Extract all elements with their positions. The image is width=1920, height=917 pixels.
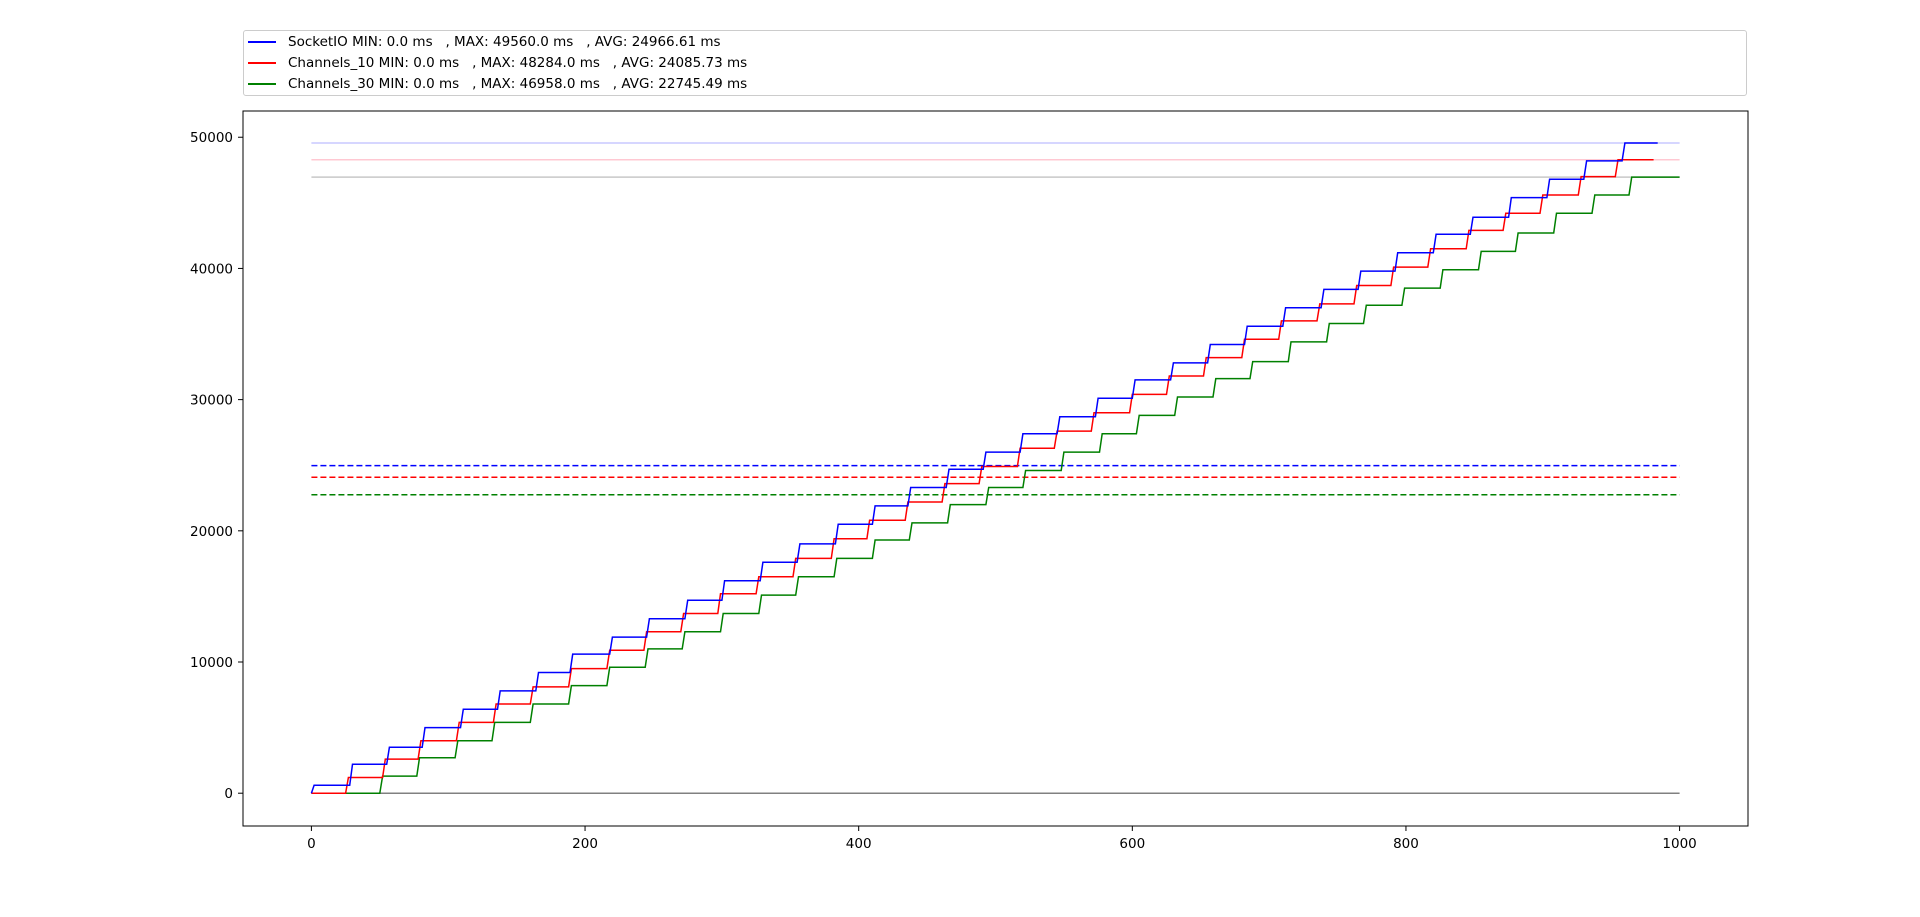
- legend-entry-channels-10: Channels_10 MIN: 0.0 ms , MAX: 48284.0 m…: [248, 53, 747, 73]
- series-line-channels_30: [311, 176, 1680, 794]
- series-line-socketio: [310, 142, 1658, 794]
- y-tick-label: 10000: [190, 655, 233, 671]
- legend-swatch-socketio: [248, 41, 276, 43]
- legend-label-socketio: SocketIO MIN: 0.0 ms , MAX: 49560.0 ms ,…: [288, 34, 721, 50]
- y-tick-label: 50000: [190, 130, 233, 146]
- plot-frame: [242, 110, 1749, 827]
- legend-swatch-channels-10: [248, 62, 276, 64]
- legend: SocketIO MIN: 0.0 ms , MAX: 49560.0 ms ,…: [243, 30, 1747, 96]
- x-tick-label: 600: [1119, 836, 1145, 852]
- y-tick-label: 20000: [190, 524, 233, 540]
- x-tick-label: 200: [572, 836, 598, 852]
- legend-label-channels-10: Channels_10 MIN: 0.0 ms , MAX: 48284.0 m…: [288, 55, 748, 71]
- series-line-channels_10: [311, 159, 1654, 794]
- x-tick-label: 400: [846, 836, 872, 852]
- legend-entry-channels-30: Channels_30 MIN: 0.0 ms , MAX: 46958.0 m…: [248, 74, 747, 94]
- y-tick-label: 0: [224, 786, 233, 802]
- y-tick-label: 30000: [190, 393, 233, 409]
- x-tick-label: 800: [1393, 836, 1419, 852]
- legend-entry-socketio: SocketIO MIN: 0.0 ms , MAX: 49560.0 ms ,…: [248, 32, 721, 52]
- x-tick-label: 1000: [1662, 836, 1696, 852]
- legend-label-channels-30: Channels_30 MIN: 0.0 ms , MAX: 46958.0 m…: [288, 76, 748, 92]
- x-tick-label: 0: [307, 836, 316, 852]
- legend-swatch-channels-30: [248, 83, 276, 85]
- y-tick-label: 40000: [190, 261, 233, 277]
